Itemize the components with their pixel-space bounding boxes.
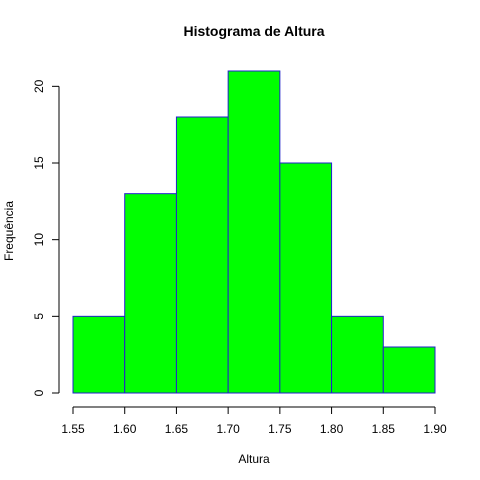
y-tick-label: 20 xyxy=(32,79,46,93)
x-axis: 1.55 1.60 1.65 1.70 1.75 1.80 1.85 1.90 xyxy=(61,407,447,436)
histogram-bar-4 xyxy=(228,71,280,393)
y-tick-label: 5 xyxy=(32,313,46,320)
x-tick-label: 1.80 xyxy=(320,422,344,436)
histogram-bar-5 xyxy=(280,163,332,393)
bars-group xyxy=(73,71,435,393)
histogram-bar-7 xyxy=(383,347,435,393)
x-tick-label: 1.75 xyxy=(268,422,292,436)
histogram-bar-6 xyxy=(332,316,384,393)
x-tick-label: 1.70 xyxy=(216,422,240,436)
x-axis-label: Altura xyxy=(238,452,270,466)
y-axis: 0 5 10 15 20 xyxy=(32,79,59,396)
x-tick-label: 1.55 xyxy=(61,422,85,436)
y-tick-label: 15 xyxy=(32,156,46,170)
histogram-bar-1 xyxy=(73,316,125,393)
x-tick-label: 1.85 xyxy=(372,422,396,436)
x-tick-label: 1.65 xyxy=(165,422,189,436)
histogram-bar-3 xyxy=(176,117,228,393)
y-tick-label: 0 xyxy=(32,389,46,396)
y-axis-label: Frequência xyxy=(2,201,16,261)
histogram-bar-2 xyxy=(125,194,177,393)
x-tick-label: 1.90 xyxy=(423,422,447,436)
x-tick-label: 1.60 xyxy=(113,422,137,436)
y-tick-label: 10 xyxy=(32,233,46,247)
chart-title: Histograma de Altura xyxy=(183,23,324,39)
